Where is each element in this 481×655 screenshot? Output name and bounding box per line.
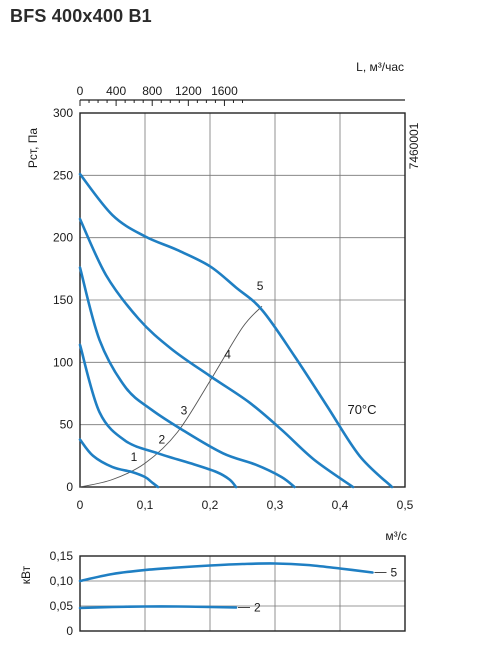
y-tick-label: 100 bbox=[53, 355, 73, 369]
curve-label-5: 5 bbox=[257, 279, 264, 293]
top-axis-title: L, м³/час bbox=[356, 60, 404, 74]
temperature-label: 70°C bbox=[347, 402, 376, 417]
x-tick-label: 0,1 bbox=[137, 498, 154, 512]
y-tick-label: 0 bbox=[66, 480, 73, 494]
y-tick-label: 200 bbox=[53, 231, 73, 245]
y-tick-label: 150 bbox=[53, 293, 73, 307]
y-tick-label: 250 bbox=[53, 168, 73, 182]
fan-curve-2 bbox=[78, 343, 238, 489]
power-y-tick-label: 0 bbox=[66, 624, 73, 638]
power-curve-label-2: 2 bbox=[254, 601, 261, 615]
power-curve-5 bbox=[78, 562, 374, 583]
curve-label-2: 2 bbox=[159, 432, 166, 446]
axis-labels: L, м³/час м³/с Рст, Па 7460001 кВт bbox=[19, 60, 421, 584]
power-y-axis-title: кВт bbox=[19, 565, 33, 584]
fan-curve-5 bbox=[78, 172, 394, 489]
top-x-tick-label: 1200 bbox=[175, 84, 202, 98]
chart-title: BFS 400x400 B1 bbox=[10, 6, 152, 26]
top-x-tick-label: 1600 bbox=[211, 84, 238, 98]
x-tick-label: 0,5 bbox=[397, 498, 414, 512]
power-y-tick-label: 0,05 bbox=[50, 599, 74, 613]
series-lines bbox=[78, 172, 394, 610]
x-tick-label: 0,4 bbox=[332, 498, 349, 512]
top-x-tick-label: 400 bbox=[106, 84, 126, 98]
y-tick-label: 300 bbox=[53, 106, 73, 120]
curve-label-4: 4 bbox=[224, 348, 231, 362]
top-x-tick-label: 800 bbox=[142, 84, 162, 98]
x-tick-label: 0,2 bbox=[202, 498, 219, 512]
x-tick-label: 0 bbox=[77, 498, 84, 512]
grid bbox=[79, 112, 406, 632]
curve-labels: 1 2 3 4 5 70°C 5 2 bbox=[131, 279, 398, 614]
main-plot-frame bbox=[79, 112, 406, 488]
curve-label-1: 1 bbox=[131, 450, 138, 464]
curve-label-3: 3 bbox=[181, 404, 188, 418]
power-plot-frame bbox=[79, 555, 406, 632]
power-y-tick-label: 0,10 bbox=[50, 574, 74, 588]
chart-code-label: 7460001 bbox=[407, 122, 421, 169]
y-tick-label: 50 bbox=[60, 418, 74, 432]
x-axis-title: м³/с bbox=[385, 529, 407, 543]
power-curve-2 bbox=[78, 605, 238, 610]
system-curve-line bbox=[79, 305, 263, 488]
fan-curve-3 bbox=[78, 266, 296, 489]
fan-curve-1 bbox=[78, 438, 160, 489]
plot-frame bbox=[79, 99, 406, 632]
y-axis-title: Рст, Па bbox=[26, 128, 40, 168]
top-x-tick-label: 0 bbox=[77, 84, 84, 98]
power-curve-label-5: 5 bbox=[391, 566, 398, 580]
fan-curve-4 bbox=[78, 217, 355, 489]
power-y-tick-label: 0,15 bbox=[50, 549, 74, 563]
x-tick-label: 0,3 bbox=[267, 498, 284, 512]
